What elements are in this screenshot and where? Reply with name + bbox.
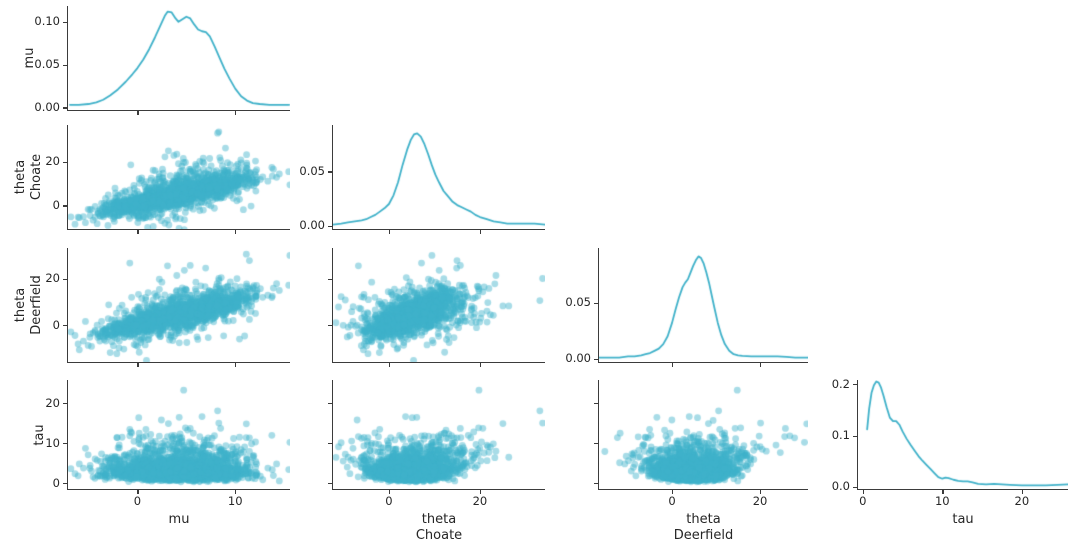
- y-tick-label: 0.1: [831, 428, 850, 443]
- y-tick-label: 0.0: [831, 479, 850, 494]
- y-tick-mark: [593, 443, 598, 445]
- x-tick-mark: [760, 490, 762, 495]
- scatter-points-canvas: [332, 380, 545, 489]
- x-tick-mark: [388, 230, 391, 235]
- y-tick-mark: [327, 443, 332, 445]
- x-tick-label: 0: [133, 494, 142, 509]
- y-tick-mark: [593, 483, 598, 485]
- y-tick-mark: [593, 403, 598, 405]
- scatter-points-canvas: [67, 125, 290, 229]
- x-tick-mark: [137, 363, 139, 368]
- y-tick-label: 10: [45, 435, 60, 450]
- y-tick-label: 0.05: [565, 295, 591, 310]
- y-tick-mark: [62, 278, 67, 280]
- x-tick-mark: [672, 490, 674, 495]
- x-tick-label: 10: [934, 494, 950, 509]
- y-axis-label-theta-deerfield: theta Deerfield: [12, 275, 44, 335]
- x-tick-mark: [479, 363, 482, 368]
- x-tick-mark: [760, 363, 762, 368]
- y-tick-mark: [593, 358, 598, 360]
- y-tick-mark: [62, 64, 67, 66]
- kde-curve-canvas: [332, 125, 545, 229]
- x-tick-label: 0: [385, 494, 393, 509]
- y-tick-mark: [62, 107, 67, 109]
- y-tick-mark: [327, 403, 332, 405]
- x-tick-mark: [479, 230, 482, 235]
- kde-panel-theta-deerfield: [597, 248, 808, 363]
- x-tick-mark: [137, 490, 139, 495]
- x-tick-mark: [235, 363, 237, 368]
- y-tick-mark: [62, 21, 67, 24]
- x-tick-mark: [137, 230, 139, 235]
- y-tick-label: 20: [45, 395, 60, 410]
- x-tick-mark: [235, 111, 237, 116]
- y-tick-mark: [327, 171, 332, 173]
- scatter-panel-theta-choate-vs-mu: [66, 125, 290, 230]
- scatter-panel-tau-vs-mu: [66, 380, 290, 490]
- scatter-panel-theta-deerfield-vs-theta-choate: [331, 248, 545, 363]
- y-tick-mark: [62, 483, 67, 485]
- x-tick-mark: [137, 111, 139, 116]
- scatter-points-canvas: [598, 380, 808, 489]
- x-tick-mark: [388, 363, 391, 368]
- y-tick-label: 0: [52, 475, 60, 490]
- x-tick-label: 0: [859, 494, 867, 509]
- x-tick-mark: [862, 490, 864, 495]
- scatter-panel-tau-vs-theta-deerfield: [597, 380, 808, 490]
- kde-curve-canvas: [857, 380, 1068, 489]
- x-tick-mark: [1021, 490, 1024, 495]
- y-tick-label: 20: [45, 154, 60, 169]
- y-tick-label: 0.00: [34, 99, 60, 114]
- scatter-panel-theta-deerfield-vs-mu: [66, 248, 290, 363]
- y-tick-label: 0: [52, 197, 60, 212]
- y-tick-mark: [327, 325, 332, 327]
- y-tick-mark: [62, 403, 67, 405]
- x-axis-label-tau: tau: [952, 512, 974, 527]
- x-tick-mark: [942, 490, 944, 495]
- x-tick-label: 10: [227, 494, 243, 509]
- y-tick-mark: [327, 225, 332, 227]
- x-tick-label: 20: [1014, 494, 1030, 509]
- scatter-panel-tau-vs-theta-choate: [331, 380, 545, 490]
- scatter-points-canvas: [67, 248, 290, 362]
- x-tick-mark: [672, 363, 674, 368]
- y-tick-label: 0.00: [565, 351, 591, 366]
- y-tick-mark: [852, 384, 857, 386]
- x-axis-label-mu: mu: [168, 512, 190, 527]
- y-tick-label: 0.05: [299, 163, 325, 178]
- x-tick-label: 20: [752, 494, 768, 509]
- y-tick-mark: [327, 278, 332, 280]
- kde-panel-theta-choate: [331, 125, 545, 230]
- y-tick-mark: [62, 161, 67, 164]
- y-tick-mark: [852, 486, 857, 489]
- y-tick-mark: [593, 302, 598, 304]
- kde-curve-canvas: [598, 248, 808, 362]
- y-tick-mark: [62, 205, 67, 207]
- scatter-points-canvas: [67, 380, 290, 489]
- x-axis-label-theta-choate: theta Choate: [415, 512, 463, 544]
- y-tick-label: 0.00: [299, 218, 325, 233]
- kde-curve-canvas: [67, 6, 290, 110]
- y-tick-label: 0.05: [34, 57, 60, 72]
- y-tick-label: 0.10: [34, 14, 60, 29]
- y-axis-label-theta-choate: theta Choate: [12, 153, 44, 201]
- x-tick-mark: [388, 490, 391, 495]
- y-tick-mark: [62, 443, 67, 445]
- y-tick-mark: [852, 435, 857, 437]
- x-tick-mark: [235, 490, 237, 495]
- y-tick-label: 20: [45, 271, 60, 286]
- x-tick-mark: [479, 490, 482, 495]
- x-tick-mark: [235, 230, 237, 235]
- y-tick-label: 0: [52, 317, 60, 332]
- kde-panel-mu: [66, 6, 290, 111]
- scatter-points-canvas: [332, 248, 545, 362]
- x-tick-label: 0: [668, 494, 676, 509]
- kde-panel-tau: [856, 380, 1068, 490]
- x-axis-label-theta-deerfield: theta Deerfield: [673, 512, 734, 544]
- y-tick-mark: [62, 325, 67, 327]
- y-tick-label: 0.2: [831, 376, 850, 391]
- y-tick-mark: [327, 483, 332, 485]
- x-tick-label: 20: [472, 494, 488, 509]
